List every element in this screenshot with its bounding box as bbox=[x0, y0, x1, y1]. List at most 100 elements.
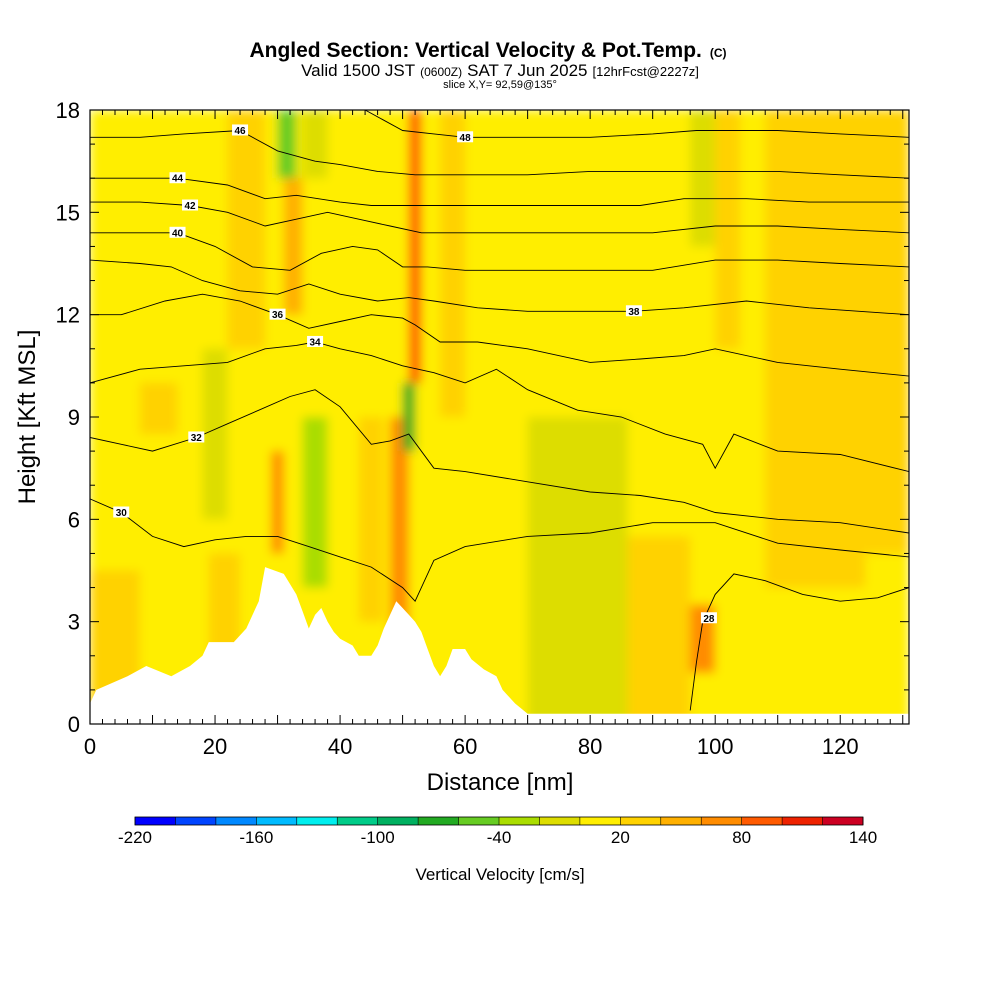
plot-area: 28 30 32 34 36 38 40 42 44 46 48 bbox=[90, 110, 909, 724]
contour-label-32: 32 bbox=[191, 433, 203, 444]
terrain bbox=[90, 567, 909, 724]
colorbar-label: 80 bbox=[732, 828, 751, 847]
velocity-cell-11 bbox=[302, 417, 328, 588]
velocity-cell-6 bbox=[227, 110, 266, 349]
theta-contour-42 bbox=[90, 201, 909, 234]
colorbar-swatch bbox=[458, 817, 500, 825]
colorbar-swatch bbox=[215, 817, 257, 825]
vertical-velocity-field bbox=[90, 110, 909, 724]
x-tick-label: 60 bbox=[453, 734, 477, 759]
velocity-cell-21 bbox=[765, 110, 866, 588]
colorbar-swatch bbox=[660, 817, 702, 825]
contour-label-bg-36 bbox=[269, 308, 286, 320]
velocity-cell-3 bbox=[140, 382, 178, 435]
y-tick-label: 18 bbox=[56, 98, 80, 123]
colorbar-label: 20 bbox=[611, 828, 630, 847]
x-tick-labels: 0 20 40 60 80 100 120 bbox=[84, 734, 859, 759]
contour-label-28: 28 bbox=[703, 614, 715, 625]
contour-label-44: 44 bbox=[172, 174, 184, 185]
colorbar-swatch bbox=[175, 817, 217, 825]
x-tick-label: 80 bbox=[578, 734, 602, 759]
contour-label-bg-38 bbox=[625, 305, 642, 317]
contour-label-46: 46 bbox=[234, 126, 246, 137]
y-axis-title: Height [Kft MSL] bbox=[14, 330, 41, 505]
y-tick-labels: 0 3 6 9 12 15 18 bbox=[56, 98, 80, 737]
velocity-cell-18 bbox=[627, 536, 691, 724]
contour-label-bg-44 bbox=[169, 172, 186, 184]
axis-ticks bbox=[89, 109, 909, 725]
contour-label-bg-46 bbox=[232, 124, 249, 136]
theta-contour-32 bbox=[90, 389, 909, 534]
x-axis-title: Distance [nm] bbox=[427, 769, 574, 796]
velocity-cell-4 bbox=[202, 348, 228, 520]
slice-info: slice X,Y= 92,59@135° bbox=[443, 79, 557, 91]
contour-label-bg-48 bbox=[457, 131, 474, 143]
theta-contour-40 bbox=[90, 232, 909, 271]
colorbar-swatch bbox=[418, 817, 459, 825]
colorbar-swatch bbox=[701, 817, 742, 825]
velocity-cell-7 bbox=[271, 451, 284, 554]
colorbar-frame bbox=[134, 816, 864, 826]
y-tick-label: 3 bbox=[68, 610, 80, 635]
contour-label-38: 38 bbox=[628, 307, 640, 318]
theta-contour-48 bbox=[364, 110, 909, 138]
contour-label-42: 42 bbox=[184, 201, 196, 212]
colorbar-swatch bbox=[135, 817, 176, 825]
colorbar-label: 140 bbox=[849, 828, 877, 847]
velocity-cell-14 bbox=[408, 110, 422, 383]
velocity-cell-17 bbox=[527, 417, 628, 724]
y-tick-label: 6 bbox=[68, 507, 80, 532]
potential-temperature-contours: 28 30 32 34 36 38 40 42 44 46 48 bbox=[90, 110, 909, 711]
x-tick-label: 20 bbox=[203, 734, 227, 759]
colorbar-swatch bbox=[377, 817, 419, 825]
theta-contour-36 bbox=[90, 293, 909, 377]
x-tick-label: 0 bbox=[84, 734, 96, 759]
contour-label-bg-30 bbox=[113, 506, 130, 518]
contour-label-bg-34 bbox=[307, 335, 324, 347]
contour-label-34: 34 bbox=[310, 337, 322, 348]
x-tick-label: 100 bbox=[697, 734, 734, 759]
contour-label-bg-28 bbox=[700, 612, 717, 624]
contour-label-bg-32 bbox=[188, 431, 205, 443]
velocity-cell-23 bbox=[690, 110, 716, 247]
colorbar-swatch bbox=[296, 817, 338, 825]
y-tick-label: 0 bbox=[68, 712, 80, 737]
x-tick-label: 40 bbox=[328, 734, 352, 759]
contour-label-bg-40 bbox=[169, 226, 186, 238]
colorbar: -220 -160 -100 -40 20 80 140 bbox=[118, 816, 877, 847]
contour-label-40: 40 bbox=[172, 228, 184, 239]
contour-label-36: 36 bbox=[272, 310, 284, 321]
valid-time: Valid 1500 JST (0600Z) SAT 7 Jun 2025 [12hr… bbox=[301, 61, 699, 80]
theta-contour-38 bbox=[90, 259, 909, 316]
velocity-cell-9 bbox=[277, 110, 297, 179]
y-tick-label: 15 bbox=[56, 200, 80, 225]
colorbar-swatch bbox=[579, 817, 621, 825]
velocity-cell-8 bbox=[283, 178, 303, 315]
y-tick-label: 12 bbox=[56, 303, 80, 328]
velocity-cell-22 bbox=[865, 110, 909, 554]
colorbar-swatch bbox=[741, 817, 783, 825]
velocity-cell-12 bbox=[358, 417, 384, 622]
colorbar-swatch bbox=[256, 817, 298, 825]
theta-contour-44 bbox=[90, 177, 909, 206]
chart-title: Angled Section: Vertical Velocity & Pot.… bbox=[249, 39, 726, 62]
colorbar-label: -40 bbox=[487, 828, 512, 847]
theta-contour-30 bbox=[90, 498, 909, 603]
velocity-cell-20 bbox=[715, 519, 766, 724]
colorbar-title: Vertical Velocity [cm/s] bbox=[415, 865, 584, 884]
colorbar-swatch bbox=[337, 817, 378, 825]
theta-contour-28 bbox=[689, 573, 909, 711]
colorbar-label: -220 bbox=[118, 828, 152, 847]
colorbar-swatch bbox=[499, 817, 540, 825]
contour-label-48: 48 bbox=[460, 133, 472, 144]
colorbar-swatch bbox=[822, 817, 864, 825]
velocity-cell-15 bbox=[402, 382, 416, 452]
x-tick-label: 120 bbox=[822, 734, 859, 759]
theta-contour-46 bbox=[90, 130, 909, 179]
contour-label-30: 30 bbox=[116, 508, 128, 519]
velocity-cell-10 bbox=[302, 110, 328, 179]
colorbar-label: -100 bbox=[361, 828, 395, 847]
colorbar-swatch bbox=[620, 817, 662, 825]
theta-contour-34 bbox=[90, 341, 909, 473]
